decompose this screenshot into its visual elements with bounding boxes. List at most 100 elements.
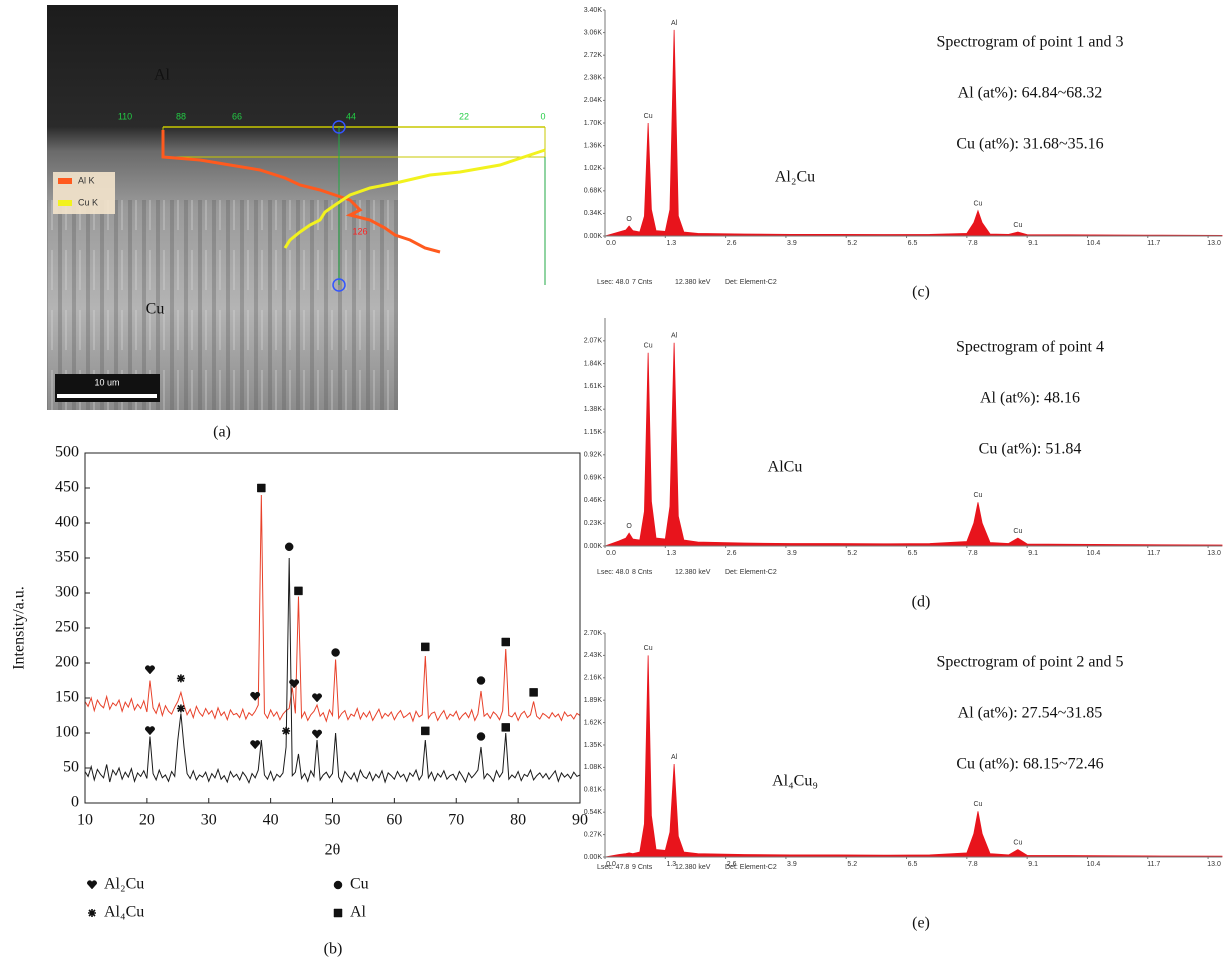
x-axis-label: 2θ xyxy=(325,842,341,859)
distance-tick: 0 xyxy=(540,111,545,121)
x-tick-label: 0.0 xyxy=(606,861,616,868)
y-tick-label: 450 xyxy=(55,479,79,496)
x-tick-label: 20 xyxy=(139,812,155,829)
footer-text: 8 Cnts xyxy=(632,569,653,576)
peak-label: Cu xyxy=(974,492,983,499)
x-tick-label: 10.4 xyxy=(1087,861,1101,868)
footer-text: Lsec: 48.0 xyxy=(597,569,629,576)
distance-tick: 44 xyxy=(346,111,356,121)
y-tick-label: 0.68K xyxy=(584,188,603,195)
legend-label: Cu K xyxy=(78,197,98,207)
x-tick-label: 6.5 xyxy=(908,240,918,247)
x-tick-label: 5.2 xyxy=(847,240,857,247)
phase-label: Al₂Cu xyxy=(775,169,815,186)
peak-label: Cu xyxy=(1013,528,1022,535)
marker-heart xyxy=(145,665,155,675)
scan-point xyxy=(332,278,346,292)
y-tick-label: 3.06K xyxy=(584,29,603,36)
x-tick-label: 10.4 xyxy=(1087,240,1101,247)
y-tick-label: 50 xyxy=(63,759,79,776)
x-tick-label: 30 xyxy=(201,812,217,829)
x-tick-label: 5.2 xyxy=(847,550,857,557)
peak-label: Cu xyxy=(1013,839,1022,846)
x-tick-label: 11.7 xyxy=(1147,861,1160,868)
marker-star xyxy=(88,909,96,917)
legend-label: Al₄Cu xyxy=(104,904,144,921)
composition-note: Cu (at%): 68.15~72.46 xyxy=(956,756,1103,773)
marker-heart xyxy=(250,691,261,701)
x-tick-label: 0.0 xyxy=(606,240,616,247)
footer-text: 7 Cnts xyxy=(632,279,653,286)
y-tick-label: 1.62K xyxy=(584,719,603,726)
distance-tick: 66 xyxy=(232,111,242,121)
x-tick-label: 3.9 xyxy=(787,550,797,557)
marker-square xyxy=(421,726,430,736)
plot-frame xyxy=(84,452,581,804)
y-tick-label: 1.15K xyxy=(584,429,603,436)
x-tick-label: 3.9 xyxy=(787,240,797,247)
x-tick-label: 13.0 xyxy=(1207,550,1221,557)
marker-heart xyxy=(312,693,322,703)
peak-label: Cu xyxy=(974,801,983,808)
scale-bar xyxy=(57,394,157,398)
x-tick-label: 11.7 xyxy=(1147,240,1160,247)
composition-note: Cu (at%): 51.84 xyxy=(979,441,1082,458)
caption: (d) xyxy=(912,594,931,611)
y-tick-label: 0.54K xyxy=(584,809,603,816)
marker-square xyxy=(501,637,510,647)
x-tick-label: 9.1 xyxy=(1028,861,1038,868)
legend-swatch xyxy=(58,178,72,184)
x-tick-label: 13.0 xyxy=(1207,861,1221,868)
marker-star xyxy=(176,704,185,713)
marker-square xyxy=(294,586,303,596)
x-tick-label: 80 xyxy=(510,812,526,829)
y-tick-label: 1.89K xyxy=(584,697,603,704)
y-tick-label: 0.00K xyxy=(584,543,603,550)
x-tick-label: 2.6 xyxy=(727,240,737,247)
footer-text: Lsec: 48.0 xyxy=(597,279,629,286)
y-tick-label: 0.34K xyxy=(584,210,603,217)
peak-label: O xyxy=(626,523,632,530)
composition-note: Cu (at%): 31.68~35.16 xyxy=(956,136,1103,153)
footer-text: 12.380 keV xyxy=(675,279,711,286)
scale-bar-label: 10 um xyxy=(94,377,119,387)
footer-text: 9 Cnts xyxy=(632,864,653,871)
distance-tick: 110 xyxy=(118,111,132,121)
x-tick-label: 6.5 xyxy=(908,550,918,557)
footer-text: Det: Element-C2 xyxy=(725,279,777,286)
legend-label: Al xyxy=(350,904,367,921)
peak-label: O xyxy=(626,216,632,223)
x-tick-label: 2.6 xyxy=(727,550,737,557)
y-tick-label: 2.38K xyxy=(584,75,603,82)
y-tick-label: 150 xyxy=(55,689,79,706)
spectrum-title: Spectrogram of point 2 and 5 xyxy=(936,654,1123,671)
x-tick-label: 40 xyxy=(263,812,279,829)
peak-label: Al xyxy=(671,333,678,340)
marker-heart xyxy=(145,726,155,736)
y-tick-label: 1.61K xyxy=(584,383,603,390)
y-tick-label: 1.08K xyxy=(584,764,603,771)
x-tick-label: 3.9 xyxy=(787,861,797,868)
composition-note: Al (at%): 48.16 xyxy=(980,390,1080,407)
distance-tick: 88 xyxy=(176,111,186,121)
y-tick-label: 2.72K xyxy=(584,52,603,59)
spectrum-area xyxy=(604,29,1223,237)
x-tick-label: 60 xyxy=(386,812,402,829)
y-tick-label: 250 xyxy=(55,619,79,636)
y-tick-label: 1.35K xyxy=(584,742,603,749)
footer-text: Det: Element-C2 xyxy=(725,864,777,871)
composition-note: Al (at%): 64.84~68.32 xyxy=(958,85,1103,102)
x-tick-label: 2.6 xyxy=(727,861,737,868)
marker-heart xyxy=(312,729,322,739)
y-tick-label: 0.92K xyxy=(584,452,603,459)
y-axis-label: Intensity/a.u. xyxy=(11,586,28,670)
footer-text: Det: Element-C2 xyxy=(725,569,777,576)
x-tick-label: 7.8 xyxy=(968,550,978,557)
footer-text: Lsec: 47.8 xyxy=(597,864,629,871)
phase-label: Al xyxy=(154,67,171,84)
marker-circle xyxy=(476,676,486,685)
y-tick-label: 0.46K xyxy=(584,497,603,504)
spectrum-area xyxy=(604,655,1223,858)
